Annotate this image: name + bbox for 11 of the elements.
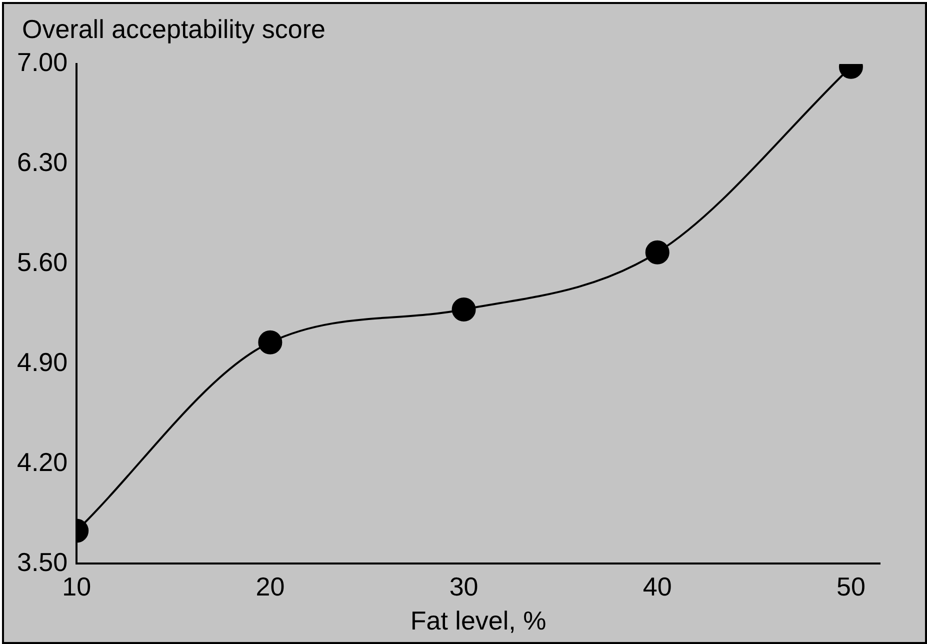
x-axis-title: Fat level, % xyxy=(410,606,546,636)
x-tick-label: 30 xyxy=(449,571,478,602)
y-tick-label: 4.20 xyxy=(16,446,68,477)
y-tick-label: 7.00 xyxy=(16,47,68,78)
y-axis-title: Overall acceptability score xyxy=(22,14,326,44)
x-tick-label: 20 xyxy=(256,571,285,602)
x-tick-label: 40 xyxy=(642,571,672,602)
y-tick-label: 6.30 xyxy=(16,147,68,178)
x-tick-label: 50 xyxy=(836,571,866,602)
y-tick-label: 4.90 xyxy=(16,346,68,377)
y-tick-label: 5.60 xyxy=(16,247,68,278)
